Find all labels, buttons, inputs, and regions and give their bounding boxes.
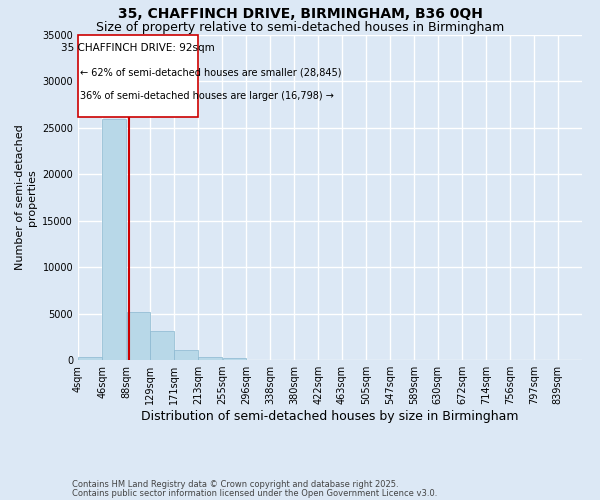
Text: Contains HM Land Registry data © Crown copyright and database right 2025.: Contains HM Land Registry data © Crown c… <box>72 480 398 489</box>
X-axis label: Distribution of semi-detached houses by size in Birmingham: Distribution of semi-detached houses by … <box>141 410 519 423</box>
Text: ← 62% of semi-detached houses are smaller (28,845): ← 62% of semi-detached houses are smalle… <box>80 68 341 78</box>
Bar <box>223 358 245 360</box>
Text: 36% of semi-detached houses are larger (16,798) →: 36% of semi-detached houses are larger (… <box>80 90 334 101</box>
Y-axis label: Number of semi-detached
properties: Number of semi-detached properties <box>15 124 37 270</box>
Bar <box>199 357 222 360</box>
Bar <box>150 331 173 360</box>
Text: 35, CHAFFINCH DRIVE, BIRMINGHAM, B36 0QH: 35, CHAFFINCH DRIVE, BIRMINGHAM, B36 0QH <box>118 8 482 22</box>
Bar <box>78 357 102 360</box>
Text: Size of property relative to semi-detached houses in Birmingham: Size of property relative to semi-detach… <box>96 21 504 34</box>
Bar <box>174 350 198 360</box>
Text: 35 CHAFFINCH DRIVE: 92sqm: 35 CHAFFINCH DRIVE: 92sqm <box>61 43 215 53</box>
Bar <box>127 312 149 360</box>
Bar <box>103 118 126 360</box>
FancyBboxPatch shape <box>78 35 198 116</box>
Text: Contains public sector information licensed under the Open Government Licence v3: Contains public sector information licen… <box>72 488 437 498</box>
